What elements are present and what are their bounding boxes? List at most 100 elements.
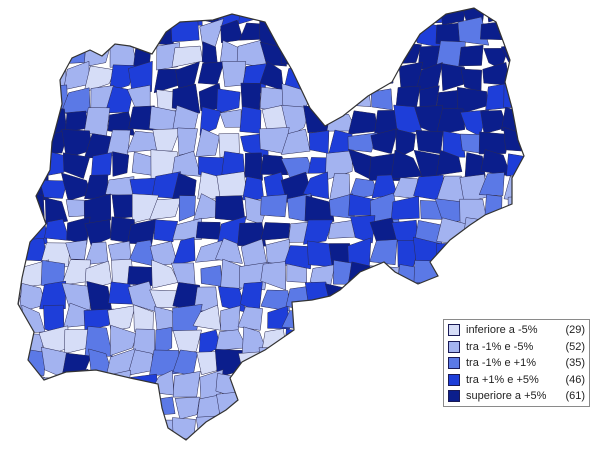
legend-item-0: inferiore a -5% (29) [448,322,585,339]
district-area [590,224,600,240]
district-area [589,0,600,24]
district-area [482,62,511,86]
district-area [548,0,573,22]
district-area [413,413,443,440]
district-area [284,328,313,356]
district-area [62,41,86,65]
district-area [589,128,600,157]
district-area [355,416,376,440]
district-area [569,437,598,450]
district-area [523,17,524,45]
district-area [153,219,179,243]
district-area [480,20,510,41]
district-area [348,303,371,333]
district-area [376,45,401,64]
district-area [435,108,466,136]
district-area [88,18,110,49]
district-area [571,173,598,200]
district-area [281,415,310,440]
district-area [218,133,240,158]
district-area [172,217,202,241]
district-area [243,436,268,440]
district-area [574,193,592,221]
district-area [260,194,288,218]
district-area [83,8,109,27]
district-area [530,178,550,198]
district-area [592,197,600,225]
district-area [593,108,600,134]
district-area [83,193,112,225]
district-area [151,8,180,25]
district-area [18,376,21,398]
district-area [525,418,552,442]
district-area [347,42,378,69]
district-area [238,8,268,25]
district-area [199,442,219,450]
district-area [90,152,113,181]
district-area [325,330,354,353]
district-area [111,8,132,25]
district-area [457,437,487,440]
district-area [18,351,22,380]
district-area [546,127,574,159]
district-area [531,238,554,264]
district-area [589,374,600,396]
district-area [547,436,576,450]
district-area [41,395,72,418]
district-area [195,221,221,240]
district-area [260,261,287,291]
district-area [308,130,330,154]
district-area [86,280,113,313]
district-area [417,303,445,334]
district-area [522,64,524,87]
district-area [18,106,27,135]
district-area [479,266,508,291]
district-area [480,149,512,177]
district-area [20,413,43,440]
district-area [260,222,291,241]
district-area [260,328,287,358]
district-area [152,128,181,152]
district-area [23,44,48,70]
district-area [305,326,329,353]
district-area [239,106,262,134]
district-area [109,324,138,356]
district-area [592,244,600,267]
district-area [18,8,22,27]
district-area [18,398,41,417]
district-area [215,237,243,264]
district-area [107,305,136,332]
district-area [391,416,416,440]
district-area [414,437,437,440]
district-area [281,393,308,419]
district-area [393,312,420,329]
district-area [105,348,136,378]
district-area [39,414,68,440]
legend-label: tra -1% e -5% [466,340,534,353]
legend-item-3: tra +1% e +5% (46) [448,372,585,389]
district-area [326,413,356,440]
district-area [215,329,248,351]
district-area [547,154,576,179]
district-area [106,369,131,399]
district-area [65,239,88,260]
district-area [478,172,505,196]
district-area [68,438,89,440]
district-area [348,329,374,352]
district-area [596,44,600,68]
district-area [481,412,506,440]
district-area [302,171,329,200]
district-area [568,283,598,312]
district-area [568,20,595,48]
district-area [107,398,133,420]
district-area [436,280,466,309]
district-area [421,373,446,399]
district-area [285,286,310,314]
district-area [109,412,132,440]
district-area [18,62,49,93]
district-area [460,282,484,309]
district-area [525,216,550,244]
district-area [288,375,313,401]
district-area [283,245,312,270]
